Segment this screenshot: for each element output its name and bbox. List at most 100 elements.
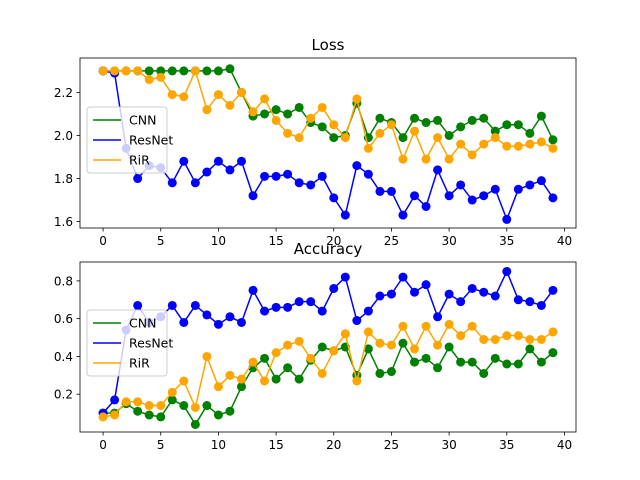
loss-legend: CNN ResNet RiR	[86, 106, 173, 174]
accuracy-rir-point	[340, 329, 350, 339]
accuracy-legend-label-rir: RiR	[129, 356, 150, 371]
loss-rir-point	[283, 128, 293, 138]
loss-rir-point	[479, 139, 489, 149]
accuracy-resnet-point	[490, 291, 500, 301]
accuracy-cnn-point	[456, 357, 466, 367]
loss-legend-box	[86, 106, 168, 174]
accuracy-resnet-point	[248, 285, 258, 295]
accuracy-x-tick-label: 25	[384, 438, 399, 452]
accuracy-rir-point	[110, 410, 120, 420]
loss-resnet-point	[213, 156, 223, 166]
accuracy-legend-box	[86, 309, 168, 377]
accuracy-resnet-point	[110, 395, 120, 405]
accuracy-rir-point	[225, 370, 235, 380]
loss-cnn-point	[225, 64, 235, 74]
accuracy-cnn-point	[190, 419, 200, 429]
accuracy-cnn-point	[548, 348, 558, 358]
loss-cnn-point	[456, 122, 466, 132]
accuracy-rir-point	[144, 401, 154, 411]
loss-cnn-point	[294, 102, 304, 112]
accuracy-rir-point	[410, 344, 420, 354]
loss-resnet-point	[398, 210, 408, 220]
loss-rir-line	[103, 70, 554, 160]
loss-resnet-point	[352, 161, 362, 171]
loss-rir-point	[167, 90, 177, 100]
loss-resnet-point	[444, 191, 454, 201]
loss-legend-label-resnet: ResNet	[129, 133, 173, 148]
accuracy-resnet-point	[456, 297, 466, 307]
loss-rir-point	[536, 137, 546, 147]
loss-x-tick-label: 40	[557, 234, 572, 248]
loss-resnet-point	[329, 193, 339, 203]
accuracy-legend-label-resnet: ResNet	[129, 336, 173, 351]
loss-resnet-point	[467, 195, 477, 205]
loss-cnn-point	[213, 66, 223, 76]
accuracy-y-tick-label: 0.2	[54, 388, 73, 402]
loss-rir-point	[410, 126, 420, 136]
loss-y-tick-label: 2.2	[54, 86, 73, 100]
loss-rir-point	[248, 107, 258, 117]
accuracy-resnet-point	[202, 310, 212, 320]
loss-y-tick-label: 1.8	[54, 172, 73, 186]
accuracy-rir-point	[433, 340, 443, 350]
loss-cnn-point	[421, 118, 431, 128]
loss-rir-point	[98, 66, 108, 76]
accuracy-x-tick-label: 10	[211, 438, 226, 452]
loss-resnet-point	[502, 214, 512, 224]
loss-cnn-line	[103, 68, 554, 141]
accuracy-rir-point	[98, 412, 108, 422]
loss-cnn-point	[444, 130, 454, 140]
accuracy-resnet-point	[513, 295, 523, 305]
accuracy-rir-point	[248, 357, 258, 367]
loss-cnn-point	[433, 115, 443, 125]
accuracy-resnet-point	[363, 306, 373, 316]
accuracy-rir-point	[375, 338, 385, 348]
loss-resnet-point	[525, 180, 535, 190]
loss-cnn-point	[202, 66, 212, 76]
loss-rir-point	[156, 72, 166, 82]
loss-rir-point	[502, 141, 512, 151]
accuracy-title: Accuracy	[294, 240, 363, 258]
accuracy-axes-frame	[79, 261, 577, 433]
accuracy-rir-point	[479, 334, 489, 344]
accuracy-cnn-line	[103, 342, 554, 426]
loss-resnet-point	[421, 201, 431, 211]
accuracy-rir-point	[167, 387, 177, 397]
accuracy-rir-point	[213, 382, 223, 392]
loss-resnet-point	[306, 180, 316, 190]
loss-rir-point	[513, 141, 523, 151]
loss-cnn-point	[490, 126, 500, 136]
accuracy-rir-point	[548, 327, 558, 337]
loss-legend-label-cnn: CNN	[129, 113, 156, 128]
loss-rir-point	[121, 66, 131, 76]
loss-resnet-point	[513, 184, 523, 194]
loss-cnn-point	[525, 128, 535, 138]
accuracy-rir-point	[502, 331, 512, 341]
loss-rir-point	[133, 66, 143, 76]
accuracy-resnet-line	[102, 270, 554, 414]
loss-rir-point	[467, 150, 477, 160]
accuracy-x-tick-label: 5	[157, 438, 165, 452]
loss-rir-point	[363, 143, 373, 153]
accuracy-rir-point	[513, 331, 523, 341]
loss-cnn-point	[375, 113, 385, 123]
accuracy-cnn-point	[433, 363, 443, 373]
accuracy-cnn-point	[363, 344, 373, 354]
accuracy-cnn-point	[386, 367, 396, 377]
accuracy-y-tick-label: 0.8	[54, 274, 73, 288]
loss-rir-point	[294, 133, 304, 143]
accuracy-cnn-point	[283, 363, 293, 373]
loss-rir-point	[398, 154, 408, 164]
accuracy-resnet-point	[133, 300, 143, 310]
loss-resnet-point	[479, 191, 489, 201]
loss-cnn-point	[283, 109, 293, 119]
accuracy-resnet-point	[525, 297, 535, 307]
loss-resnet-point	[202, 167, 212, 177]
loss-x-tick-label: 5	[157, 234, 165, 248]
accuracy-rir-point	[202, 351, 212, 361]
accuracy-cnn-point	[467, 357, 477, 367]
accuracy-resnet-point	[225, 312, 235, 322]
accuracy-resnet-point	[179, 317, 189, 327]
loss-cnn-point	[467, 115, 477, 125]
